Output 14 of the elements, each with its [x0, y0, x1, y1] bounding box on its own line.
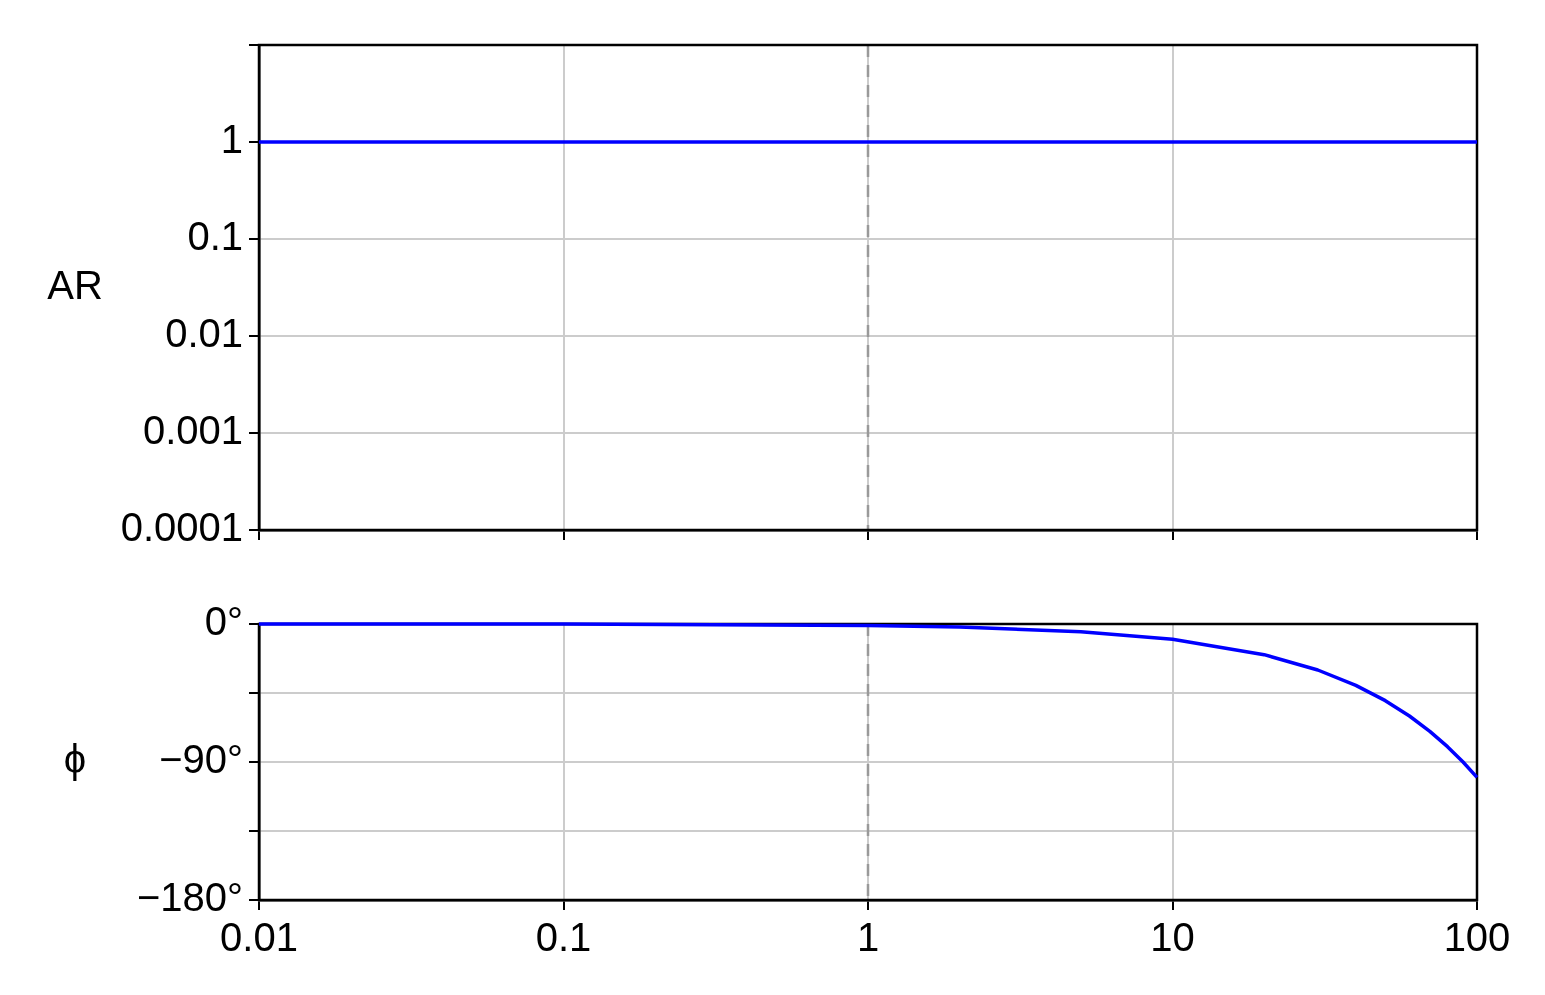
y-axis-title: AR — [47, 262, 103, 307]
y-tick-label: 1 — [220, 117, 243, 162]
x-tick-label: 0.1 — [535, 915, 592, 960]
y-tick-label: 0° — [204, 599, 243, 644]
y-tick-label: 0.1 — [187, 214, 243, 259]
y-tick-label: 0.0001 — [120, 505, 243, 550]
x-tick-label: 10 — [1150, 915, 1195, 960]
x-tick-label: 100 — [1443, 915, 1511, 960]
y-axis-title: ϕ — [63, 737, 87, 782]
y-tick-label: −90° — [159, 737, 243, 782]
y-tick-label: 0.001 — [142, 408, 243, 453]
y-tick-label: −180° — [136, 875, 243, 920]
y-tick-label: 0.01 — [165, 311, 243, 356]
x-tick-label: 1 — [856, 915, 880, 960]
